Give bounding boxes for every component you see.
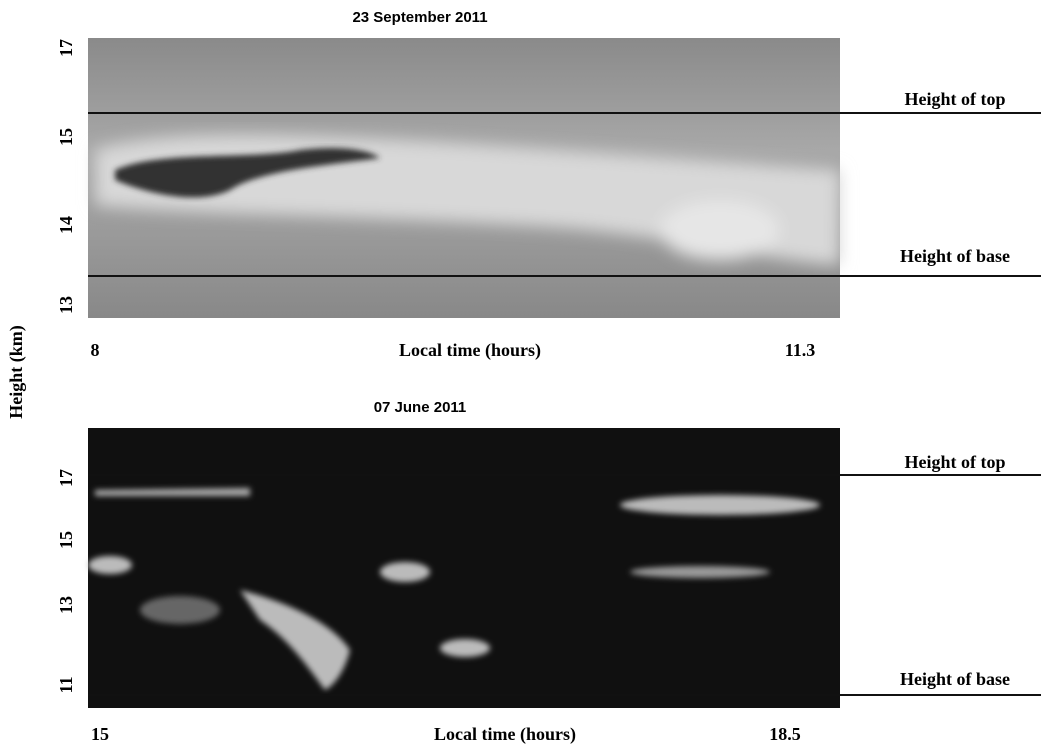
x-end-label: 18.5 [769, 724, 801, 744]
base-label: Height of base [900, 246, 1010, 266]
base-label: Height of base [900, 669, 1010, 689]
y-tick-label: 17 [56, 469, 76, 487]
lidar-image [88, 38, 840, 318]
x-axis-label: Local time (hours) [399, 340, 541, 361]
y-tick-label: 15 [56, 531, 76, 549]
y-tick-label: 11 [56, 676, 76, 693]
top-label: Height of top [905, 89, 1006, 109]
panel-title: 07 June 2011 [374, 399, 467, 416]
x-end-label: 11.3 [785, 340, 816, 360]
panel-title: 23 September 2011 [352, 9, 487, 26]
y-tick-label: 13 [56, 296, 76, 314]
top-label: Height of top [905, 452, 1006, 472]
y-tick-label: 15 [56, 128, 76, 146]
y-tick-label: 14 [56, 216, 76, 234]
x-start-label: 15 [91, 724, 109, 744]
y-tick-label: 17 [56, 39, 76, 57]
x-axis-label: Local time (hours) [434, 724, 576, 744]
y-tick-label: 13 [56, 596, 76, 614]
x-start-label: 8 [91, 340, 100, 360]
y-axis-label: Height (km) [6, 325, 27, 419]
lidar-image [88, 428, 840, 708]
